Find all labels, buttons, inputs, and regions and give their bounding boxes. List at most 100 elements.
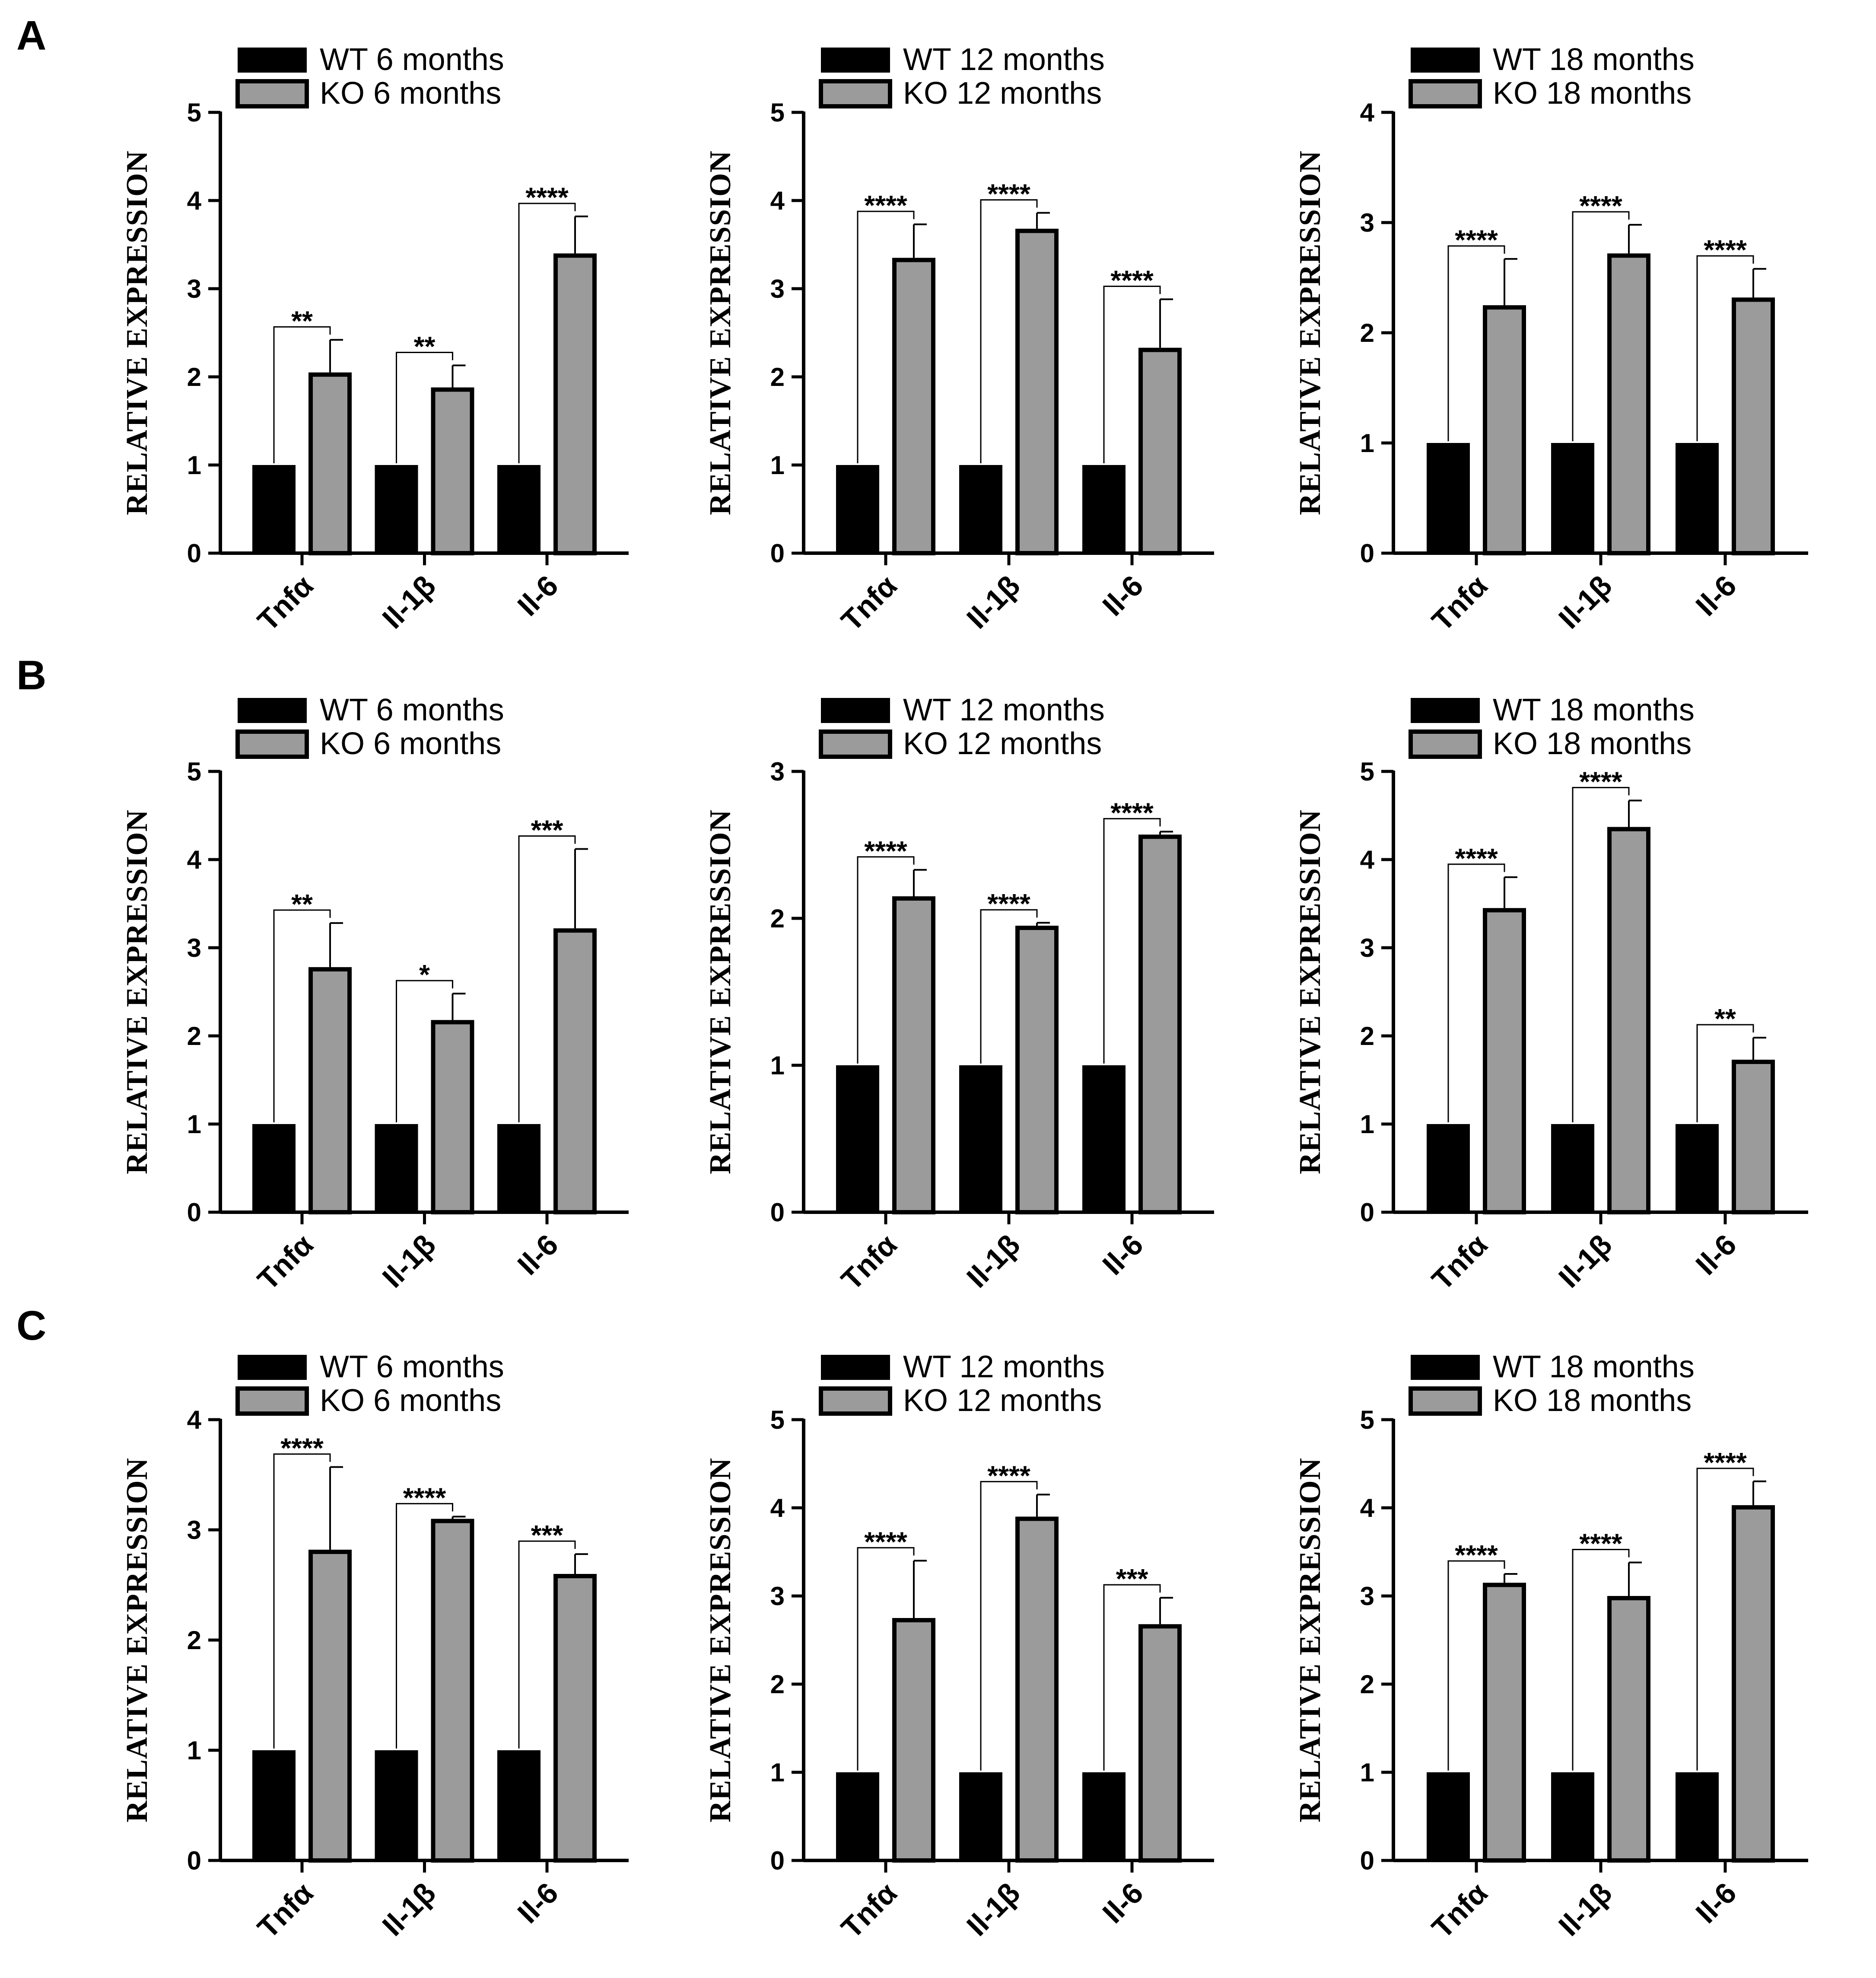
bar-ko — [892, 896, 935, 1214]
bar-wt — [1427, 443, 1470, 553]
y-tick-label: 4 — [1360, 1494, 1375, 1523]
y-tick-label: 5 — [1360, 757, 1374, 786]
bar-wt — [959, 1772, 1002, 1860]
legend-label: WT 18 months — [1493, 1350, 1695, 1384]
legend-label: WT 6 months — [320, 42, 504, 77]
significance-bracket — [1103, 285, 1161, 463]
bar-wt — [836, 1772, 879, 1860]
bar-wt — [497, 1750, 541, 1860]
y-tick-label: 3 — [1360, 208, 1374, 237]
y-tick-label: 1 — [770, 1051, 785, 1080]
bar-ko — [1732, 297, 1775, 555]
legend-swatch-wt — [238, 48, 307, 73]
significance-bracket — [857, 210, 915, 463]
panel-letter: B — [16, 652, 46, 698]
x-category-label: Tnfα — [835, 1228, 903, 1296]
y-axis-title: RELATIVE EXPRESSION — [1294, 809, 1327, 1174]
bar-ko — [1607, 1596, 1650, 1863]
significance-bracket — [1447, 863, 1505, 1122]
x-category-label: Tnfα — [251, 1876, 320, 1945]
significance-label: **** — [987, 1460, 1030, 1491]
significance-bracket — [857, 1547, 915, 1771]
y-axis-title: RELATIVE EXPRESSION — [121, 150, 154, 515]
legend-swatch-wt — [238, 1355, 307, 1380]
x-category-label: Il-1β — [1552, 569, 1618, 635]
significance-label: **** — [1579, 766, 1622, 797]
y-tick-label: 0 — [1360, 539, 1374, 568]
bar-ko — [1138, 347, 1182, 555]
legend-swatch-ko — [819, 729, 892, 759]
legend-label: KO 12 months — [903, 1383, 1102, 1418]
significance-label: **** — [1579, 190, 1622, 221]
legend-label: WT 12 months — [903, 42, 1105, 77]
significance-bracket — [273, 326, 331, 463]
x-category-label: Il-6 — [1689, 569, 1742, 622]
legend-swatch-ko — [1409, 729, 1482, 759]
bar-ko — [553, 253, 597, 555]
y-tick-label: 0 — [1360, 1198, 1374, 1227]
bar-ko — [1138, 1624, 1182, 1863]
x-category-label: Il-6 — [1689, 1228, 1742, 1281]
bar-wt — [1676, 1124, 1719, 1212]
y-tick-label: 3 — [187, 933, 201, 962]
panel-letter: C — [16, 1303, 46, 1349]
y-tick-label: 3 — [187, 274, 201, 303]
y-tick-label: 5 — [770, 98, 785, 127]
significance-label: ** — [414, 331, 436, 362]
significance-bracket — [1103, 818, 1161, 1064]
bar-ko — [308, 1549, 352, 1863]
significance-bracket — [1696, 1024, 1754, 1122]
y-tick-label: 1 — [187, 1110, 201, 1139]
legend-swatch-ko — [819, 1386, 892, 1416]
significance-label: **** — [1579, 1528, 1622, 1559]
legend-label: WT 12 months — [903, 1350, 1105, 1384]
x-category-label: Tnfα — [1426, 1876, 1494, 1945]
y-tick-label: 2 — [1360, 1670, 1374, 1699]
bar-ko — [553, 1574, 597, 1863]
x-category-label: Il-1β — [376, 1228, 442, 1294]
y-axis-title: RELATIVE EXPRESSION — [704, 1458, 737, 1822]
legend-label: KO 12 months — [903, 76, 1102, 111]
significance-bracket — [1696, 255, 1754, 441]
y-tick-label: 4 — [770, 1494, 785, 1523]
bar-wt — [375, 1124, 418, 1212]
x-category-label: Tnfα — [1426, 1228, 1494, 1296]
bar-ko — [308, 967, 352, 1214]
y-axis-title: RELATIVE EXPRESSION — [1294, 1458, 1327, 1822]
bar-wt — [1427, 1124, 1470, 1212]
legend-label: WT 6 months — [320, 1350, 504, 1384]
significance-bracket — [1572, 211, 1630, 441]
significance-bracket — [1696, 1468, 1754, 1771]
legend-swatch-ko — [1409, 1386, 1482, 1416]
significance-label: **** — [1455, 843, 1498, 874]
legend-swatch-wt — [1411, 698, 1480, 723]
significance-bracket — [980, 199, 1038, 463]
bar-wt — [1551, 443, 1594, 553]
bar-wt — [1082, 1772, 1126, 1860]
significance-bracket — [1103, 1584, 1161, 1771]
x-category-label: Il-1β — [960, 569, 1027, 635]
significance-label: **** — [987, 888, 1030, 919]
legend-swatch-ko — [819, 79, 892, 108]
significance-bracket — [980, 909, 1038, 1064]
bar-ko — [892, 1618, 935, 1863]
y-tick-label: 2 — [1360, 319, 1374, 347]
significance-label: ** — [291, 889, 313, 920]
significance-label: **** — [864, 1526, 907, 1557]
y-tick-label: 0 — [770, 539, 785, 568]
y-tick-label: 5 — [1360, 1405, 1374, 1434]
y-tick-label: 0 — [187, 1198, 201, 1227]
significance-bracket — [518, 1540, 576, 1749]
y-tick-label: 2 — [187, 363, 201, 392]
bar-ko — [1015, 229, 1059, 555]
bar-wt — [1082, 1065, 1126, 1212]
y-tick-label: 0 — [770, 1846, 785, 1875]
x-category-label: Il-1β — [960, 1228, 1027, 1294]
legend-label: WT 6 months — [320, 693, 504, 727]
y-axis-title: RELATIVE EXPRESSION — [1294, 150, 1327, 515]
y-axis-title: RELATIVE EXPRESSION — [121, 809, 154, 1174]
legend-swatch-wt — [821, 48, 890, 73]
legend-label: WT 18 months — [1493, 693, 1695, 727]
